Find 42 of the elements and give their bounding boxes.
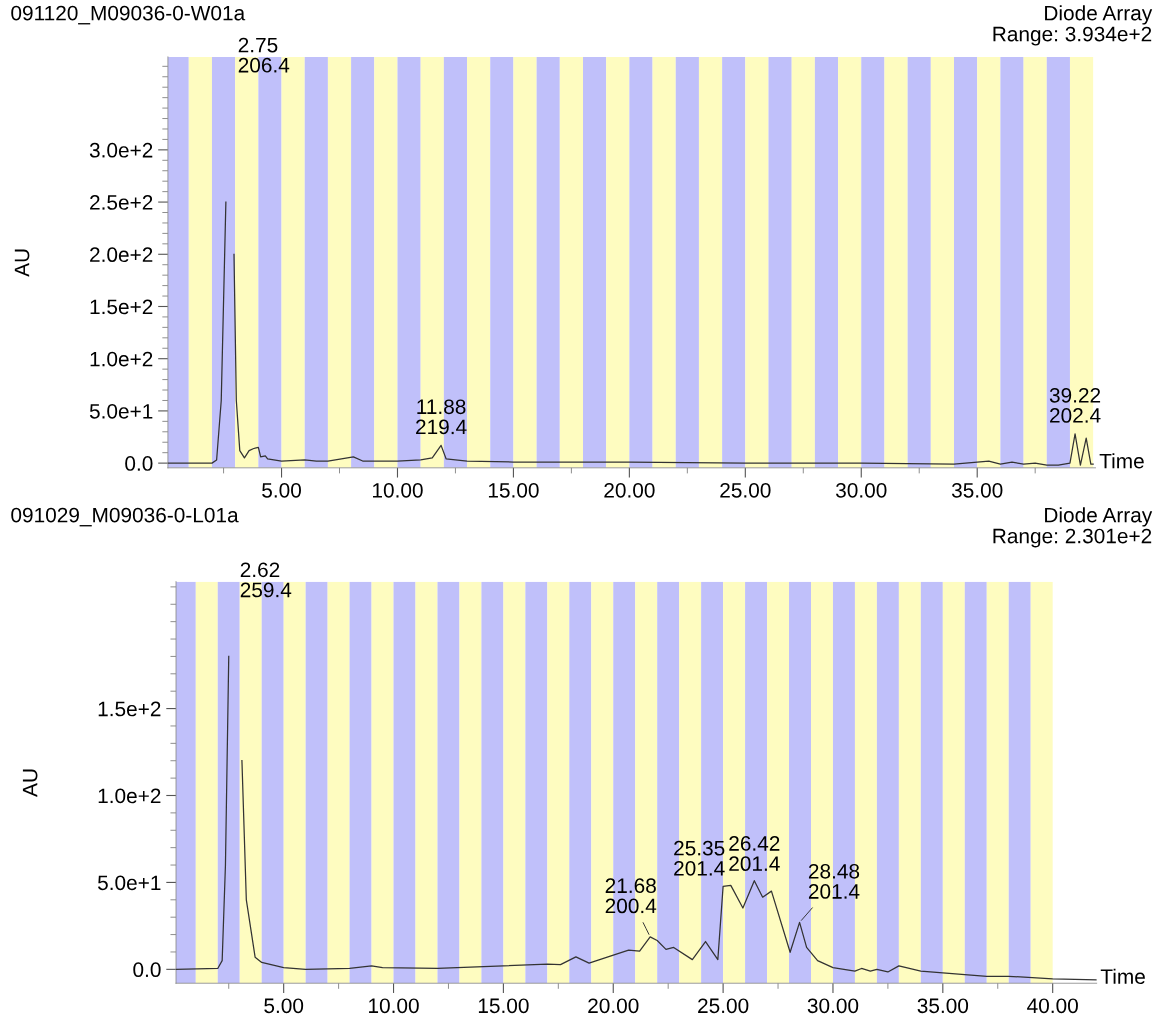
annotation: 11.88 219.4: [416, 399, 467, 435]
x-tick-label: 5.00: [262, 482, 301, 498]
x-tick-label: 20.00: [604, 482, 655, 498]
chart-title: 091120_M09036-0-W01a: [11, 5, 246, 25]
y-tick-label: 0.0: [125, 456, 153, 471]
x-tick-label: 40.00: [1027, 998, 1078, 1014]
x-axis-title: Time: [1100, 968, 1145, 985]
x-tick-label: 15.00: [478, 998, 529, 1014]
x-tick-label: 25.00: [720, 482, 771, 498]
y-axis-title: AU: [14, 249, 30, 277]
y-tick-label: 2.0e+2: [90, 247, 153, 263]
annotation: 25.35 201.4: [674, 840, 725, 876]
x-tick-label: 25.00: [698, 998, 749, 1014]
annotation: 26.42 201.4: [729, 836, 780, 872]
y-axis-title: AU: [22, 769, 38, 797]
annotation: 28.48 201.4: [808, 863, 860, 899]
y-tick-label: 3.0e+2: [89, 142, 153, 158]
x-axis-title: Time: [1099, 453, 1144, 469]
x-tick-label: 5.00: [264, 998, 304, 1014]
annotation: 39.22 202.4: [1049, 387, 1101, 423]
chart-subtitle: Diode Array Range: 3.934e+2: [993, 5, 1153, 46]
x-tick-label: 35.00: [951, 482, 1003, 498]
x-tick-label: 35.00: [917, 998, 969, 1014]
y-tick-label: 1.5e+2: [90, 299, 153, 315]
annotation: 2.75 206.4: [238, 37, 290, 73]
y-tick-label: 1.0e+2: [90, 351, 153, 367]
y-tick-label: 5.0e+1: [89, 403, 153, 419]
y-tick-label: 1.0e+2: [98, 788, 161, 804]
y-tick-label: 5.0e+1: [97, 875, 161, 891]
x-tick-label: 30.00: [807, 998, 859, 1014]
chart-title: 091029_M09036-0-L01a: [11, 507, 239, 527]
annotation: 21.68 200.4: [605, 878, 657, 914]
x-tick-label: 30.00: [835, 482, 887, 498]
x-tick-label: 15.00: [488, 482, 539, 498]
x-tick-label: 10.00: [369, 998, 419, 1014]
y-tick-label: 1.5e+2: [98, 701, 161, 717]
y-tick-label: 2.5e+2: [90, 195, 153, 210]
annotation: 2.62 259.4: [240, 562, 292, 598]
x-tick-label: 10.00: [373, 482, 423, 498]
chart-subtitle: Diode Array Range: 2.301e+2: [993, 507, 1153, 548]
x-tick-label: 20.00: [588, 998, 639, 1014]
y-tick-label: 0.0: [133, 962, 161, 978]
